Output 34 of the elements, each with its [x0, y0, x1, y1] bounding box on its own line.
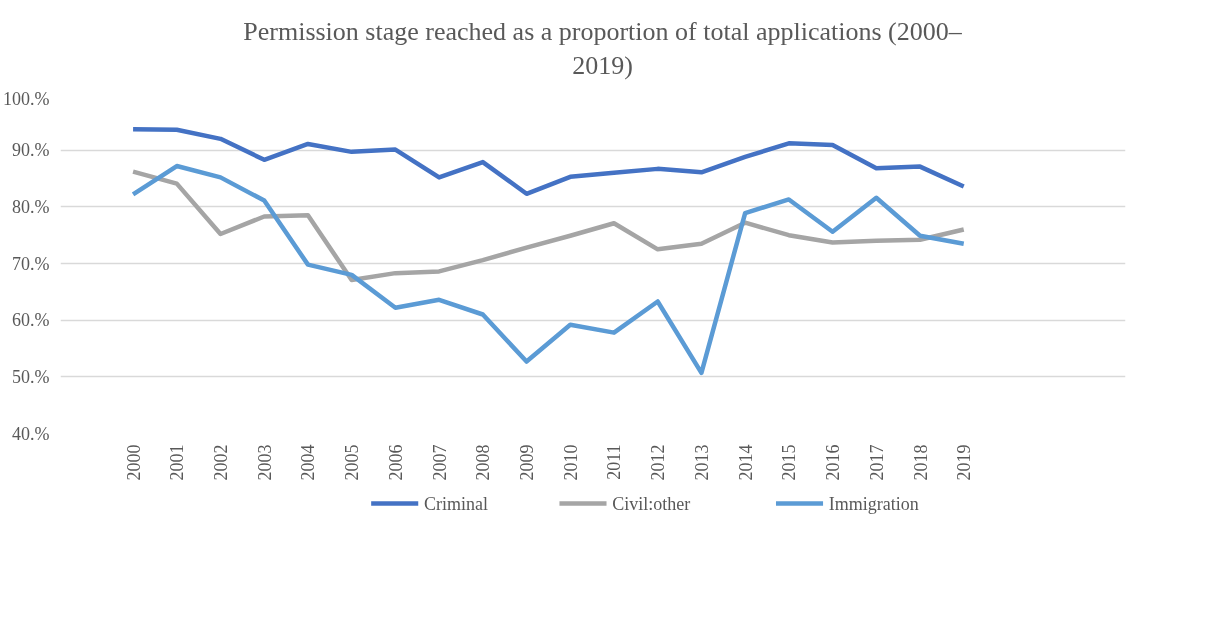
x-tick-label: 2002 [211, 444, 232, 481]
legend-label: Criminal [423, 493, 488, 514]
x-tick-label: 2015 [779, 444, 800, 481]
x-tick-label: 2011 [604, 444, 625, 480]
x-tick-label: 2014 [735, 444, 756, 481]
x-tick-label: 2004 [298, 444, 319, 481]
x-tick-label: 2016 [823, 444, 844, 481]
x-tick-label: 2019 [954, 444, 975, 481]
line-series [130, 126, 966, 196]
y-tick-label: 50.% [12, 366, 50, 387]
x-tick-label: 2000 [123, 444, 144, 481]
x-tick-label: 2018 [910, 444, 931, 481]
line-series [130, 169, 966, 282]
x-tick-label: 2008 [473, 444, 494, 481]
chart-title: Permission stage reached as a proportion of total applications (2000–2019) [242, 16, 963, 82]
y-tick-label: 60.% [12, 309, 50, 330]
x-tick-label: 2012 [648, 444, 669, 481]
legend-label: Immigration [828, 493, 919, 514]
x-tick-label: 2007 [429, 444, 450, 481]
x-tick-label: 2010 [560, 444, 581, 481]
x-tick-label: 2017 [866, 444, 887, 481]
y-tick-label: 80.% [12, 196, 50, 217]
y-tick-label: 40.% [12, 423, 50, 444]
x-tick-label: 2006 [385, 444, 406, 481]
y-tick-label: 90.% [12, 139, 50, 160]
y-tick-label: 100.% [3, 88, 50, 109]
x-tick-label: 2013 [691, 444, 712, 481]
legend-label: Civil:other [612, 493, 691, 514]
x-tick-label: 2009 [517, 444, 538, 481]
x-tick-label: 2003 [254, 444, 275, 481]
y-tick-label: 70.% [12, 253, 50, 274]
x-tick-label: 2005 [342, 444, 363, 481]
x-tick-label: 2001 [167, 444, 188, 481]
line-series [130, 163, 966, 375]
